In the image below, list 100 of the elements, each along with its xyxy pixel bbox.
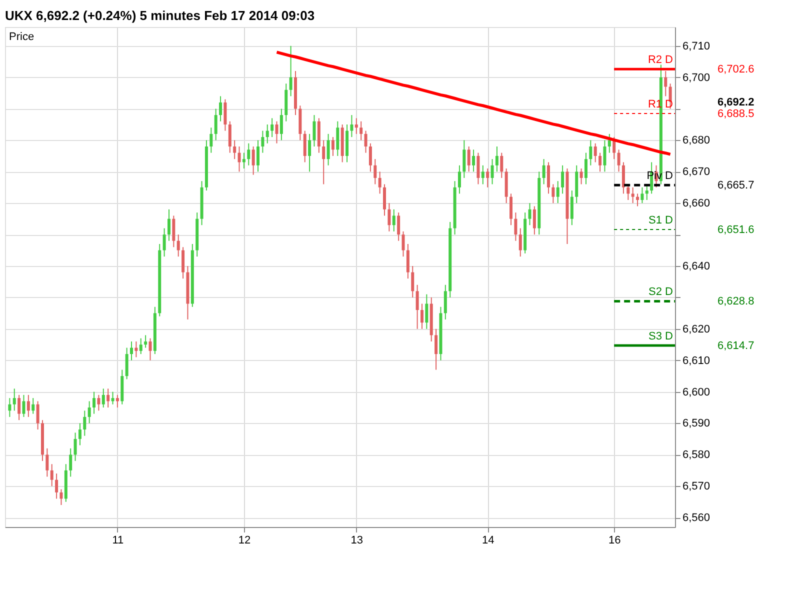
candlestick [640,186,644,204]
candlestick [383,184,386,216]
y-axis-title: Price [9,31,34,43]
candlestick [368,142,372,172]
candlestick [580,168,583,185]
candlestick [139,338,142,355]
candlestick [416,284,419,330]
candlestick [125,347,128,380]
candlestick [214,108,218,141]
candlestick [210,127,213,154]
x-tick-label: 12 [238,534,251,546]
candlestick [603,140,606,172]
candlestick [439,306,442,361]
candlestick [182,246,185,280]
candlestick [608,133,611,154]
candlestick [36,400,40,430]
candlestick [566,168,569,244]
candlestick [261,130,264,154]
candlestick [448,221,452,298]
candlestick [538,171,541,236]
candlestick [303,130,306,163]
y-tick-label: 6,600 [682,386,710,398]
candlestick [204,140,208,192]
candlestick [106,388,110,408]
x-tick-label: 13 [350,534,364,546]
x-tick-label: 14 [482,534,494,546]
candlestick [388,202,391,232]
candlestick [92,391,96,414]
candlestick [472,149,476,172]
candlestick [78,422,82,446]
candlestick [444,284,447,320]
candlestick [462,140,466,178]
y-tick-label: 6,700 [682,72,710,84]
candlestick [406,243,410,280]
candlestick [238,146,241,172]
candlestick [186,265,190,320]
y2-tick-label: 6,688.5 [718,108,754,120]
candlestick [228,120,232,154]
candlestick [26,394,30,418]
candlestick [425,294,428,330]
candlestick [158,243,162,317]
candlestick [542,158,546,185]
candlestick [144,334,148,348]
candlestick [467,146,470,172]
candlestick [219,96,222,122]
candlestick [252,146,255,176]
ref-line-label: S1 D [648,214,674,227]
candlestick [552,184,555,204]
candlestick [350,114,354,138]
candlestick [453,180,456,236]
candlestick [500,152,504,178]
candlestick [200,180,204,226]
y2-tick-label: 6,665.7 [718,180,754,192]
y2-tick-label: 6,628.8 [718,296,754,308]
candlestick [242,152,246,170]
candlestick [392,208,396,232]
candlestick [346,124,349,163]
candlestick [481,164,484,185]
candlestick [298,105,302,141]
candlestick [598,152,602,172]
candlestick [430,296,433,342]
candlestick [364,130,368,154]
candlestick [458,164,461,194]
candlestick [589,140,592,166]
candlestick [153,306,156,355]
candlestick [397,212,400,242]
y2-tick-label: 6,651.6 [718,224,754,236]
candlestick [97,394,100,412]
y-tick-label: 6,620 [682,323,710,336]
y-tick-label: 6,560 [682,512,710,524]
candlestick [378,171,382,194]
x-tick-label: 11 [112,534,124,546]
candlestick [12,388,16,412]
candlestick [374,158,377,185]
candlestick [284,83,288,122]
candlestick [148,338,152,361]
y2-tick-label: 6,692.2 [718,96,754,108]
y-tick-label: 6,580 [682,449,710,462]
candlestick [617,149,620,172]
candlestick [256,140,260,172]
candlestick [331,136,334,156]
candlestick [524,212,527,254]
y-tick-label: 6,710 [682,40,710,52]
candlestick [74,432,77,462]
ref-line-label: S3 D [648,330,674,343]
candlestick [312,114,316,147]
candlestick [102,388,105,408]
candlestick [294,70,297,116]
candlestick [546,162,550,194]
candlestick [32,398,35,414]
candlestick [486,168,490,188]
candlestick [64,464,68,502]
candlestick [626,184,630,200]
candlestick [233,140,236,160]
candlestick [69,448,72,478]
candlestick [224,98,227,132]
candlestick [8,398,12,418]
y-tick-label: 6,570 [682,480,710,493]
candlestick [247,142,250,166]
candlestick [594,142,597,163]
